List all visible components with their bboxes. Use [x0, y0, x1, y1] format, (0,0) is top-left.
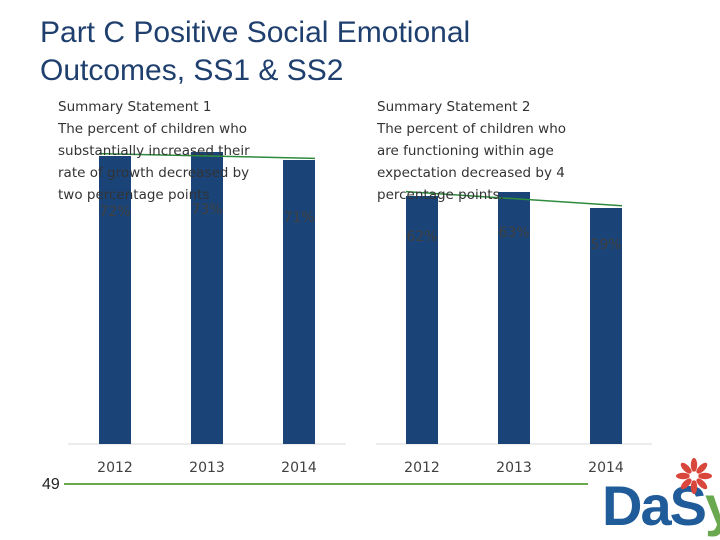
ss2-bar-2014: [590, 208, 622, 444]
ss2-value-label: 63%: [498, 225, 529, 241]
ss2-tick-label: 2013: [496, 460, 532, 476]
ss1-tick-label: 2014: [281, 460, 317, 476]
dasy-logo: DaSy: [596, 456, 720, 540]
footer-divider: [64, 483, 588, 485]
ss2-statement-line: expectation decreased by 4: [377, 165, 565, 181]
ss1-bar-2012: [99, 156, 131, 444]
ss2-statement-heading: Summary Statement 2: [377, 99, 531, 115]
ss2-statement-line: are functioning within age: [377, 143, 554, 159]
ss1-statement: Summary Statement 1 The percent of child…: [58, 96, 250, 206]
ss2-statement-line: The percent of children who: [377, 121, 567, 137]
ss1-trendline: [98, 152, 316, 160]
ss1-tick-label: 2012: [97, 460, 133, 476]
page-title: Part C Positive Social Emotional Outcome…: [40, 14, 470, 90]
title-line-1: Part C Positive Social Emotional: [40, 16, 471, 49]
ss2-trendline: [405, 190, 623, 207]
ss2-value-label: 62%: [406, 229, 437, 245]
ss2-statement-line: percentage points.: [377, 187, 504, 203]
ss1-value-label: 72%: [99, 204, 130, 220]
ss1-bar-2013: [191, 152, 223, 444]
ss2-bar-2013: [498, 192, 530, 444]
ss2-tick-label: 2012: [404, 460, 440, 476]
ss1-value-label: 73%: [191, 202, 222, 218]
ss2-value-label: 59%: [590, 237, 621, 253]
ss2-tick-label: 2014: [588, 460, 624, 476]
ss2-statement: Summary Statement 2 The percent of child…: [377, 96, 566, 206]
flower-icon: [676, 458, 712, 494]
ss1-statement-heading: Summary Statement 1: [58, 99, 212, 115]
ss1-value-label: 71%: [283, 210, 314, 226]
ss1-statement-line: rate of growth decreased by: [58, 165, 250, 181]
page-number: 49: [42, 476, 60, 493]
ss1-statement-line: substantially increased their: [58, 143, 250, 159]
ss1-statement-line: two percentage points: [58, 187, 210, 203]
ss2-bar-2012: [406, 196, 438, 444]
title-line-2: Outcomes, SS1 & SS2: [40, 54, 344, 87]
logo-text: DaSy: [602, 474, 720, 537]
ss1-tick-label: 2013: [189, 460, 225, 476]
ss1-bar-2014: [283, 160, 315, 444]
ss1-statement-line: The percent of children who: [58, 121, 248, 137]
